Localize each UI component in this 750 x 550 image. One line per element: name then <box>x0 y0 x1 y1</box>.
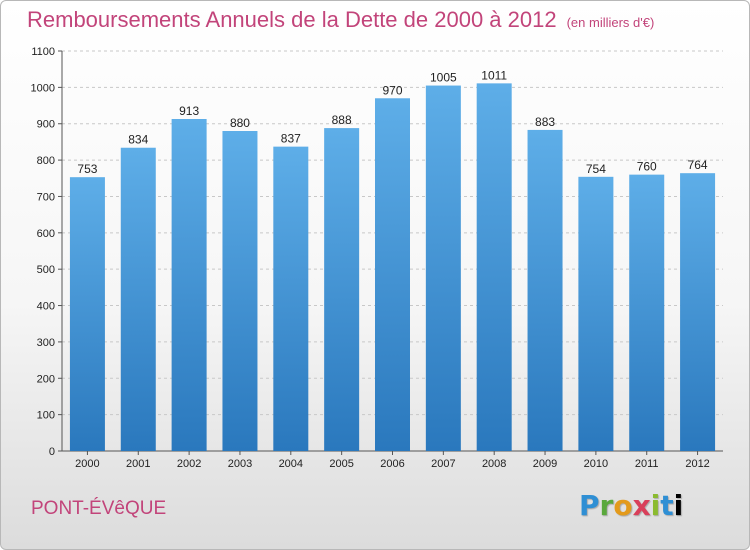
y-tick-label: 100 <box>37 410 55 422</box>
x-tick-label: 2000 <box>75 458 99 470</box>
bar <box>629 174 665 452</box>
bar <box>69 177 105 451</box>
y-tick-label: 300 <box>37 337 55 349</box>
logo-letter: P <box>579 489 600 522</box>
data-label: 888 <box>332 113 352 127</box>
x-tick-label: 2005 <box>329 458 353 470</box>
bar <box>120 147 156 451</box>
logo-letter: i <box>650 489 661 522</box>
y-tick-label: 1100 <box>31 46 55 58</box>
data-label: 883 <box>535 115 555 129</box>
data-label: 837 <box>281 132 301 146</box>
data-label: 753 <box>77 162 97 176</box>
data-label: 1011 <box>481 68 507 82</box>
bar <box>476 83 512 451</box>
data-label: 913 <box>179 104 199 118</box>
x-tick-label: 2004 <box>279 458 303 470</box>
data-label: 970 <box>382 83 402 97</box>
x-tick-label: 2008 <box>482 458 506 470</box>
bar <box>425 85 461 451</box>
y-tick-label: 1000 <box>31 82 55 94</box>
logo-letter: r <box>599 489 614 522</box>
y-tick-label: 600 <box>37 228 55 240</box>
bar <box>171 119 207 451</box>
logo-letter: o <box>613 489 633 522</box>
bar <box>527 129 563 451</box>
data-label: 754 <box>586 162 606 176</box>
y-tick-label: 500 <box>37 264 55 276</box>
bar <box>222 131 258 451</box>
labels: 0 100 200 300 400 500 600 700 800 900 1000 1100 753 2… <box>31 46 710 470</box>
x-tick-label: 2001 <box>126 458 150 470</box>
chart-unit: (en milliers d'€) <box>566 15 655 30</box>
logo-letter: t <box>660 489 674 522</box>
chart-title: Remboursements Annuels de la Dette de 20… <box>27 7 654 33</box>
data-label: 1005 <box>430 71 457 85</box>
location-name: PONT-ÉVêQUE <box>31 498 167 519</box>
data-label: 760 <box>637 160 657 174</box>
bar <box>324 128 360 451</box>
y-tick-label: 800 <box>37 155 55 167</box>
bar <box>375 98 410 451</box>
x-tick-label: 2012 <box>685 458 709 470</box>
chart-title-text: Remboursements Annuels de la Dette de 20… <box>27 7 557 32</box>
bar <box>578 176 614 451</box>
x-tick-label: 2007 <box>431 458 455 470</box>
x-tick-label: 2010 <box>584 458 608 470</box>
x-tick-label: 2002 <box>177 458 201 470</box>
y-tick-label: 0 <box>49 446 55 458</box>
x-tick-label: 2011 <box>635 458 659 470</box>
logo-letter: x <box>632 489 651 522</box>
bar <box>273 146 309 452</box>
x-tick-label: 2006 <box>380 458 404 470</box>
data-label: 834 <box>128 133 148 147</box>
x-tick-label: 2003 <box>228 458 252 470</box>
y-tick-label: 400 <box>37 301 55 313</box>
bar <box>680 173 716 451</box>
y-tick-label: 900 <box>37 119 55 131</box>
y-tick-label: 700 <box>37 191 55 203</box>
data-label: 880 <box>230 116 250 130</box>
x-tick-label: 2009 <box>533 458 557 470</box>
data-label: 764 <box>688 158 708 172</box>
logo-letter: i <box>673 489 684 522</box>
y-tick-label: 200 <box>37 373 55 385</box>
proxiti-logo: Proxiti <box>579 489 683 522</box>
bars <box>69 83 716 452</box>
